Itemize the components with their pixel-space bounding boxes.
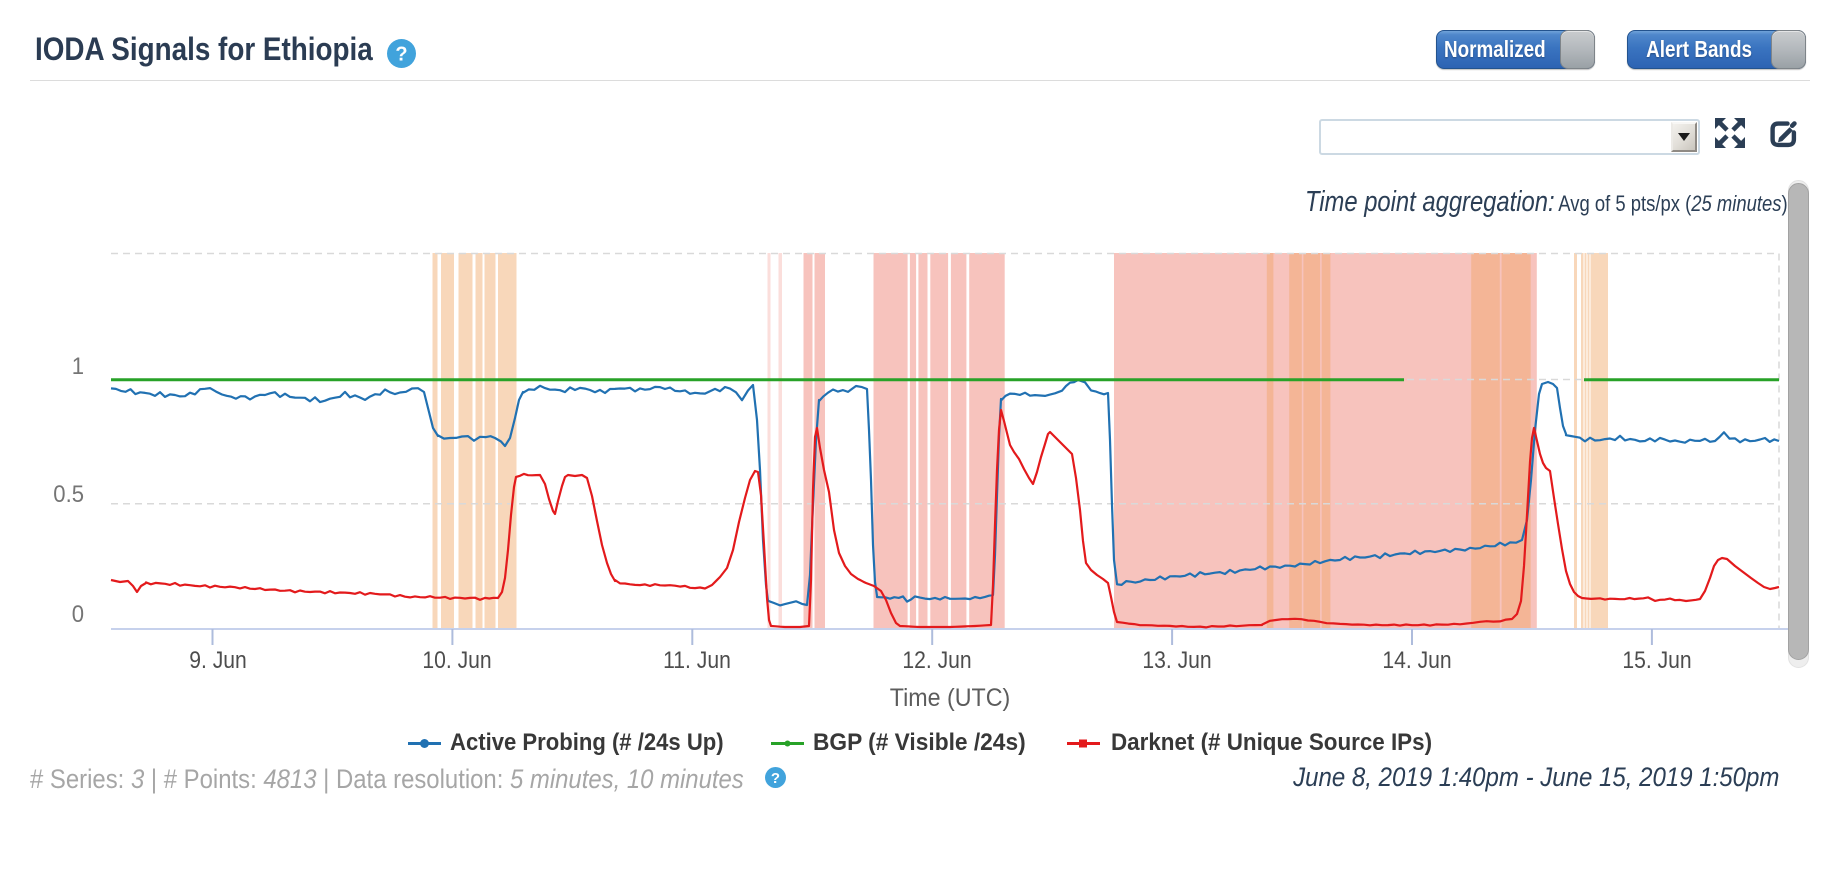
svg-text:?: ? — [771, 770, 780, 787]
svg-text:?: ? — [395, 44, 407, 66]
